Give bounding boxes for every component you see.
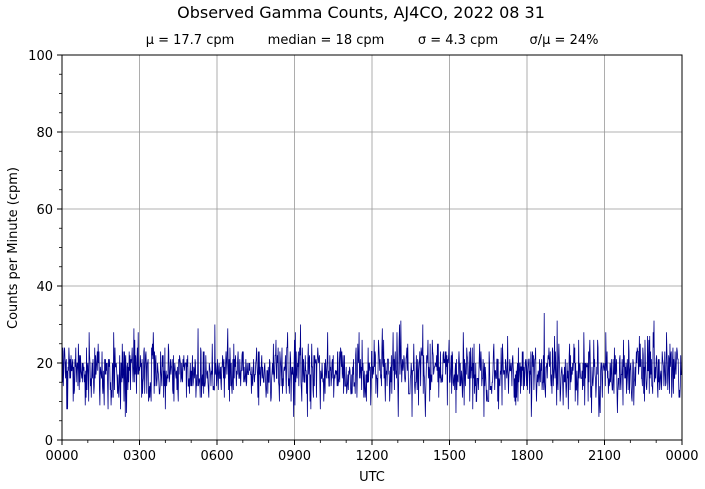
x-tick-label: 1800 [510,449,543,464]
y-tick-label: 20 [36,357,53,372]
x-tick-label: 0000 [45,449,78,464]
x-tick-label: 0000 [665,449,698,464]
subtitle-stat: σ = 4.3 cpm [418,33,498,48]
series [62,312,683,417]
y-tick-label: 100 [28,49,53,64]
subtitle-stat: σ/μ = 24% [530,33,599,48]
y-axis-label: Counts per Minute (cpm) [6,167,21,329]
subtitle-stats: μ = 17.7 cpm median = 18 cpm σ = 4.3 cpm σ/… [146,33,599,48]
x-tick-label: 1200 [355,449,388,464]
y-axis-ticks: 0 20 40 60 80 100 [28,49,62,449]
y-tick-label: 0 [45,434,53,449]
y-tick-label: 40 [36,280,53,295]
x-tick-label: 0600 [200,449,233,464]
x-tick-label: 2100 [588,449,621,464]
x-tick-label: 1500 [433,449,466,464]
grid [62,55,682,440]
x-axis-label: UTC [359,470,385,485]
subtitle-stat: μ = 17.7 cpm [146,33,235,48]
y-tick-label: 60 [36,203,53,218]
x-tick-label: 0900 [278,449,311,464]
subtitle-stat: median = 18 cpm [268,33,385,48]
chart-title: Observed Gamma Counts, AJ4CO, 2022 08 31 [177,3,545,22]
x-tick-label: 0300 [123,449,156,464]
gamma-count-line [62,312,683,417]
x-axis-ticks: 0000 0300 0600 0900 1200 1500 1800 2100 0000 [45,440,699,464]
y-tick-label: 80 [36,126,53,141]
